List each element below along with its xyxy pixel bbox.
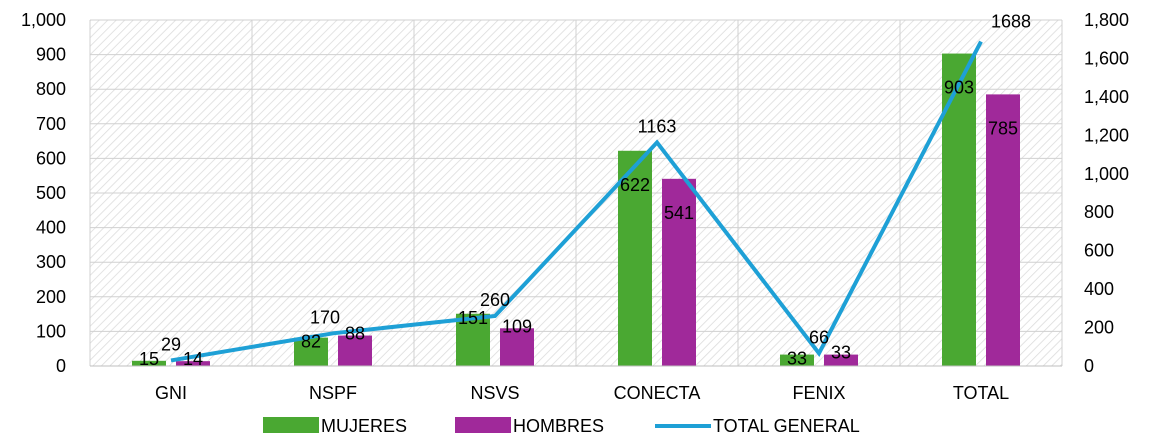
data-label-total-general: 1688 <box>991 12 1031 32</box>
bar-hombres <box>662 178 696 366</box>
y-left-tick-label: 100 <box>36 321 66 341</box>
data-label-hombres: 88 <box>345 324 365 344</box>
x-tick-label: CONECTA <box>614 383 701 403</box>
data-label-total-general: 1163 <box>638 116 677 136</box>
y-right-tick-label: 1,200 <box>1084 125 1129 145</box>
bar-hombres <box>824 354 858 366</box>
data-label-mujeres: 622 <box>620 175 650 195</box>
bar-series <box>132 53 1020 366</box>
data-label-total-general: 29 <box>161 334 181 354</box>
y-right-tick-label: 1,600 <box>1084 48 1129 68</box>
data-label-hombres: 14 <box>183 349 203 369</box>
data-label-hombres: 33 <box>831 343 851 363</box>
x-tick-label: NSPF <box>309 383 357 403</box>
y-right-tick-label: 1,000 <box>1084 164 1129 184</box>
legend-label: TOTAL GENERAL <box>713 416 860 436</box>
data-label-mujeres: 33 <box>787 349 807 369</box>
legend-swatch <box>263 417 319 433</box>
bar-mujeres <box>780 354 814 366</box>
y-left-tick-label: 400 <box>36 218 66 238</box>
bar-hombres <box>986 94 1020 366</box>
data-label-total-general: 260 <box>480 290 510 310</box>
y-left-tick-label: 800 <box>36 79 66 99</box>
legend: MUJERES HOMBRES TOTAL GENERAL <box>263 416 860 436</box>
bar-hombres <box>338 335 372 366</box>
data-labels: 15 82 151 622 33 903 14 88 109 541 33 785 29 170 260 11… <box>139 12 1031 370</box>
y-right-tick-label: 400 <box>1084 279 1114 299</box>
axes: 0 100 200 300 400 500 600 700 800 900 1,000 0 200 400… <box>21 10 1129 403</box>
y-right-tick-label: 600 <box>1084 241 1114 261</box>
bar-mujeres <box>942 53 976 366</box>
data-label-mujeres: 903 <box>944 78 974 98</box>
bar-hombres <box>176 361 210 366</box>
bar-hombres <box>500 328 534 366</box>
y-left-tick-label: 1,000 <box>21 10 66 30</box>
data-label-mujeres: 82 <box>301 332 321 352</box>
x-tick-label: NSVS <box>470 383 519 403</box>
bar-mujeres <box>132 360 166 366</box>
line-series <box>170 40 983 363</box>
legend-label: HOMBRES <box>513 416 604 436</box>
y-right-tick-label: 800 <box>1084 202 1114 222</box>
y-left-tick-label: 300 <box>36 252 66 272</box>
x-tick-label: TOTAL <box>953 383 1009 403</box>
data-label-mujeres: 15 <box>139 349 159 369</box>
data-label-hombres: 785 <box>988 118 1018 138</box>
y-left-tick-label: 200 <box>36 287 66 307</box>
x-tick-label: FENIX <box>792 383 845 403</box>
line-total-general <box>170 40 983 363</box>
y-left-tick-label: 500 <box>36 183 66 203</box>
y-left-tick-label: 700 <box>36 114 66 134</box>
data-label-hombres: 541 <box>664 203 694 223</box>
data-label-total-general: 170 <box>310 307 340 327</box>
y-left-tick-label: 900 <box>36 45 66 65</box>
y-left-tick-label: 600 <box>36 148 66 168</box>
data-label-mujeres: 151 <box>458 308 488 328</box>
bar-mujeres <box>456 313 490 366</box>
gridlines <box>89 19 1063 367</box>
bar-mujeres <box>618 150 652 366</box>
y-right-tick-label: 200 <box>1084 318 1114 338</box>
legend-swatch <box>455 417 511 433</box>
legend-label: MUJERES <box>321 416 407 436</box>
y-right-tick-label: 1,800 <box>1084 10 1129 30</box>
x-tick-label: GNI <box>155 383 187 403</box>
y-left-tick-label: 0 <box>56 356 66 376</box>
bar-mujeres <box>294 337 328 366</box>
data-label-total-general: 66 <box>809 327 829 347</box>
y-right-tick-label: 0 <box>1084 356 1094 376</box>
data-label-hombres: 109 <box>502 316 532 336</box>
y-right-tick-label: 1,400 <box>1084 87 1129 107</box>
